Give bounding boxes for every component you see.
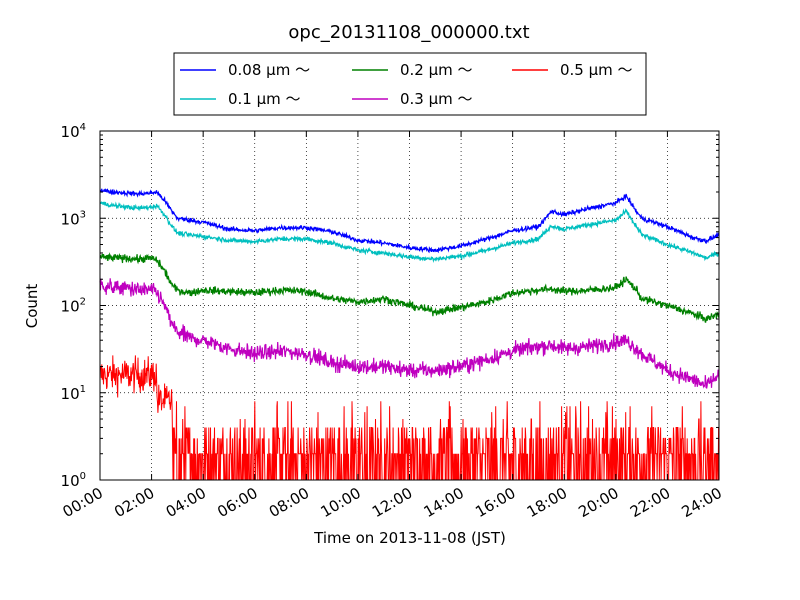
legend-label: 0.1 μm ～ (228, 90, 301, 108)
series-line-0.08um (99, 187, 720, 254)
legend-label: 0.2 μm ～ (400, 61, 473, 79)
x-axis-label: Time on 2013-11-08 (JST) (313, 529, 506, 547)
x-tick-label: 22:00 (627, 484, 673, 521)
y-tick-label: 101 (61, 384, 86, 403)
y-tick-label: 102 (61, 297, 86, 316)
x-tick-label: 10:00 (317, 484, 363, 521)
x-tick-label: 20:00 (575, 484, 621, 521)
x-tick-label: 24:00 (679, 484, 725, 521)
legend-label: 0.08 μm ～ (228, 61, 310, 79)
x-tick-label: 18:00 (524, 484, 570, 521)
y-tick-labels: 100 101 102 103 104 (61, 122, 86, 490)
series-line-0.1um (99, 200, 720, 264)
x-tick-label: 16:00 (472, 484, 518, 521)
legend-label: 0.5 μm ～ (560, 61, 633, 79)
x-tick-label: 14:00 (421, 484, 467, 521)
series-line-0.3um (99, 278, 720, 389)
series-line-0.2um (99, 252, 720, 323)
y-axis-label: Count (23, 284, 41, 329)
legend: 0.08 μm ～ 0.1 μm ～ 0.2 μm ～ 0.3 μm ～ 0.5 μm … (173, 52, 647, 116)
x-tick-label: 08:00 (266, 484, 312, 521)
legend-label: 0.3 μm ～ (400, 90, 473, 108)
axis-ticks (99, 130, 720, 481)
x-tick-label: 02:00 (111, 484, 157, 521)
x-tick-labels: 00:00 02:00 04:00 06:00 08:00 10:00 12:00 14:00… (60, 484, 725, 521)
y-tick-label: 104 (61, 122, 86, 141)
y-tick-label: 103 (61, 209, 86, 228)
y-tick-label: 100 (61, 471, 86, 490)
plot-area (99, 130, 720, 481)
x-tick-label: 04:00 (163, 484, 209, 521)
legend-box (173, 52, 647, 116)
x-tick-label: 06:00 (214, 484, 260, 521)
x-tick-label: 12:00 (369, 484, 415, 521)
chart-title: opc_20131108_000000.txt (288, 22, 529, 43)
